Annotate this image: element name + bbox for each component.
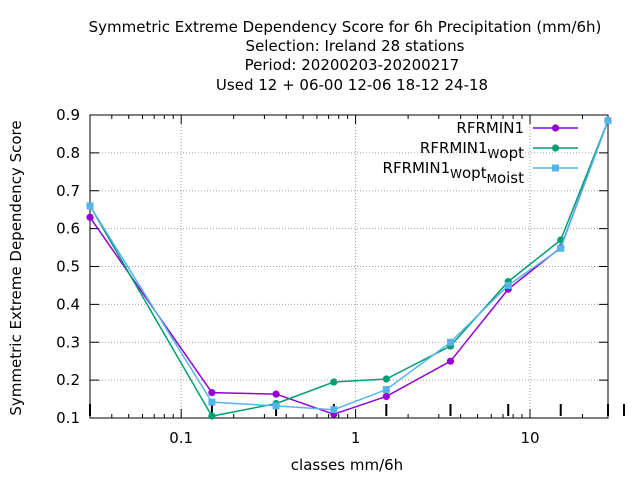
axes: 0.1 0.2 0.3 0.4 0.5 0.6 0.7 0.8 0.9 0.1 1 10 bbox=[56, 106, 625, 447]
data-point bbox=[504, 281, 512, 289]
legend-label-part: RFRMIN1 bbox=[420, 139, 488, 157]
data-point bbox=[330, 378, 338, 386]
legend-swatch-marker bbox=[551, 124, 560, 132]
grid bbox=[90, 115, 608, 418]
title-line-4: Used 12 + 06-00 12-06 18-12 24-18 bbox=[216, 76, 488, 94]
legend-label-part: W bbox=[450, 167, 462, 181]
series-layer bbox=[86, 117, 612, 420]
data-point bbox=[446, 338, 454, 346]
legend-entry-2: RFRMIN1Wopt bbox=[420, 139, 578, 162]
y-tick-label: 0.7 bbox=[56, 182, 80, 200]
title-line-3: Period: 20200203-20200217 bbox=[245, 56, 460, 74]
y-tick-label: 0.5 bbox=[56, 258, 80, 276]
data-point bbox=[272, 402, 280, 410]
y-tick-label: 0.2 bbox=[56, 371, 80, 389]
legend-label: RFRMIN1Wopt bbox=[420, 139, 524, 162]
data-point bbox=[208, 389, 216, 397]
y-tick-label: 0.4 bbox=[56, 295, 80, 313]
data-point bbox=[446, 357, 455, 365]
legend-label-part: M bbox=[487, 172, 497, 186]
legend-label-part: RFRMIN1 bbox=[383, 159, 451, 177]
legend-label-part: opt bbox=[462, 164, 487, 182]
chart-title: Symmetric Extreme Dependency Score for 6… bbox=[89, 18, 602, 94]
series-3 bbox=[86, 117, 612, 414]
legend-label: RFRMIN1WoptMoist bbox=[383, 159, 525, 187]
y-tick-label: 0.3 bbox=[56, 333, 80, 351]
y-tick-label: 0.9 bbox=[56, 106, 80, 124]
y-tick-label: 0.1 bbox=[56, 409, 80, 427]
data-point bbox=[86, 202, 94, 210]
legend-entry-1: RFRMIN1 bbox=[456, 119, 578, 137]
y-axis-label: Symmetric Extreme Dependency Score bbox=[7, 120, 25, 415]
legend-label-part: RFRMIN1 bbox=[456, 119, 524, 137]
data-point bbox=[557, 244, 565, 252]
title-line-1: Symmetric Extreme Dependency Score for 6… bbox=[89, 18, 602, 36]
data-point bbox=[208, 412, 216, 420]
data-point bbox=[86, 213, 94, 221]
y-tick-label: 0.8 bbox=[56, 144, 80, 162]
y-tick-label: 0.6 bbox=[56, 220, 80, 238]
x-axis-label: classes mm/6h bbox=[291, 456, 403, 474]
data-point bbox=[330, 406, 338, 414]
x-tick-label: 0.1 bbox=[169, 429, 193, 447]
legend-label: RFRMIN1 bbox=[456, 119, 524, 137]
legend-label-part: W bbox=[488, 147, 500, 161]
legend-label-part: oist bbox=[497, 169, 524, 187]
data-point bbox=[604, 117, 612, 125]
title-line-2: Selection: Ireland 28 stations bbox=[246, 37, 465, 55]
plot-frame bbox=[89, 114, 609, 419]
data-point bbox=[382, 375, 390, 383]
data-point bbox=[272, 390, 280, 398]
legend-swatch-marker bbox=[552, 164, 559, 172]
data-point bbox=[208, 398, 216, 406]
legend-swatch-marker bbox=[551, 144, 560, 152]
data-point bbox=[382, 386, 390, 394]
legend-entry-3: RFRMIN1WoptMoist bbox=[383, 159, 578, 187]
legend-label-part: opt bbox=[499, 144, 524, 162]
x-tick-label: 10 bbox=[520, 429, 539, 447]
data-point bbox=[382, 392, 390, 401]
x-tick-label: 1 bbox=[351, 429, 361, 447]
